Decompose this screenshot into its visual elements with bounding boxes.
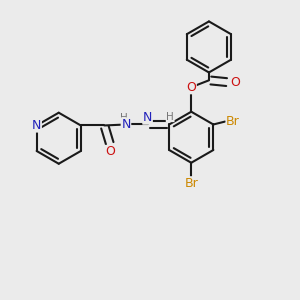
Text: Br: Br	[184, 177, 198, 190]
Text: O: O	[230, 76, 240, 89]
Text: O: O	[105, 146, 115, 158]
Text: N: N	[32, 119, 41, 132]
Text: O: O	[186, 81, 196, 94]
Text: N: N	[143, 111, 152, 124]
Text: N: N	[121, 118, 131, 131]
Text: H: H	[120, 112, 128, 123]
Text: Br: Br	[226, 115, 240, 128]
Text: H: H	[166, 112, 174, 122]
